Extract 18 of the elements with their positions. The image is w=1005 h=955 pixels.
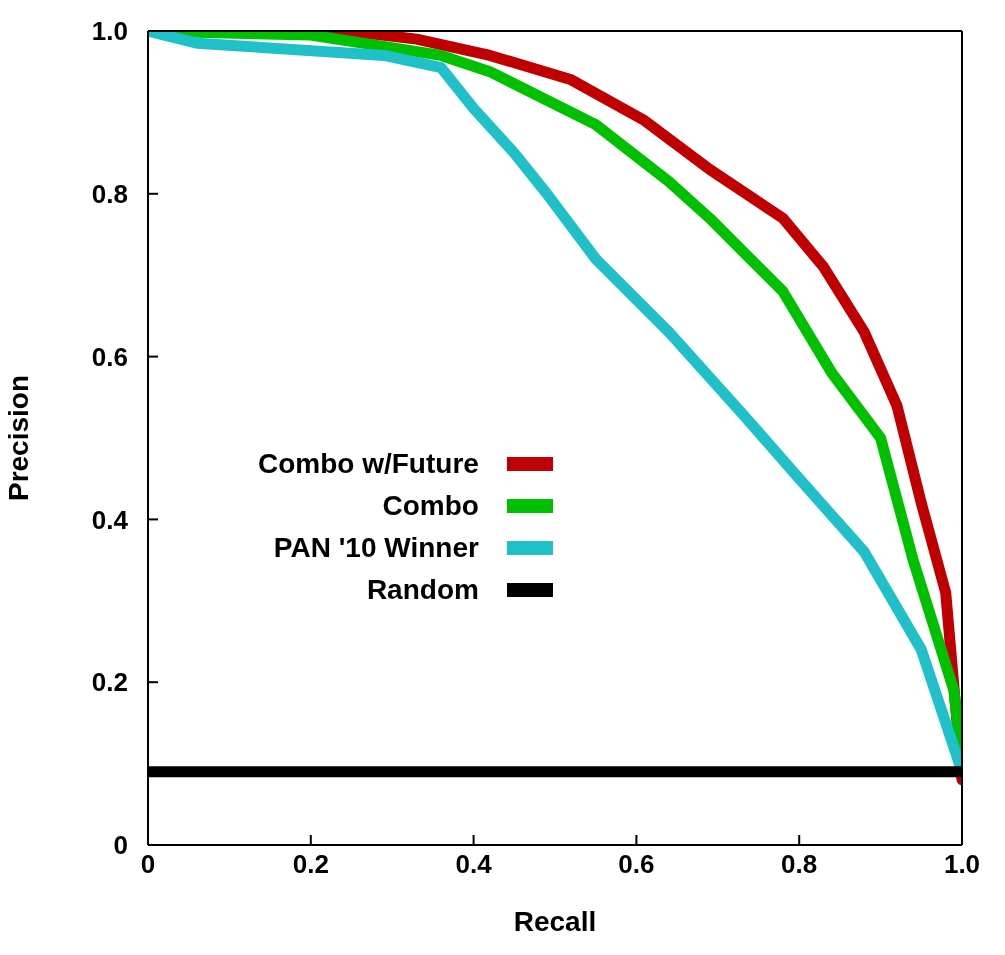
y-tick-label: 1.0 xyxy=(91,16,128,47)
y-tick-label: 0.2 xyxy=(91,667,128,698)
legend-label: Combo w/Future xyxy=(258,448,479,480)
y-axis-title: Precision xyxy=(2,374,34,502)
legend-label: Random xyxy=(366,574,479,606)
x-tick-label: 0.6 xyxy=(618,849,655,880)
x-axis-title: Recall xyxy=(513,906,597,937)
y-tick-label: 0.8 xyxy=(91,179,128,210)
y-tick-label: 0 xyxy=(113,830,128,861)
y-tick-label: 0.4 xyxy=(91,504,129,535)
legend-label: Combo xyxy=(382,490,479,522)
x-tick-label: 0.4 xyxy=(455,849,493,880)
x-tick-label: 1.0 xyxy=(943,849,981,880)
x-tick-label: 0 xyxy=(140,849,156,880)
x-tick-label: 0.8 xyxy=(781,849,818,880)
x-tick-label: 0.2 xyxy=(292,849,329,880)
y-tick-label: 0.6 xyxy=(91,341,128,372)
legend-label: PAN '10 Winner xyxy=(273,532,479,564)
